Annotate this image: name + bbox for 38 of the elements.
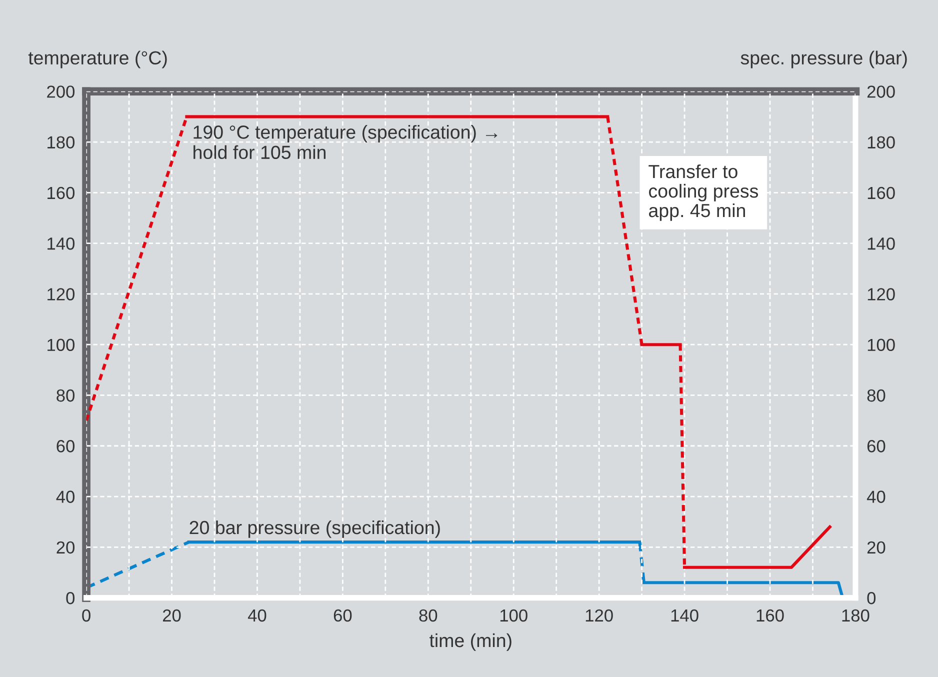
y2-axis-title: spec. pressure (bar) [740,50,907,68]
y2-tick-label: 60 [867,440,886,452]
y-tick-label: 180 [48,136,75,148]
x-tick-label: 100 [500,609,528,622]
y2-tick-label: 180 [868,136,895,148]
x-tick-label: 80 [419,609,438,622]
y2-tick-label: 20 [867,541,886,554]
y2-tick-label: 40 [866,490,886,503]
x-tick-label: 20 [162,609,181,622]
y-tick-label: 200 [47,86,75,98]
annotation: 20 bar pressure (specification) [190,520,440,538]
y2-tick-label: 140 [868,237,895,250]
y-axis-title: temperature (°C) [28,50,167,68]
x-tick-label: 140 [671,609,698,622]
y-tick-label: 120 [48,288,75,300]
x-axis-title: time (min) [429,633,512,651]
x-tick-label: 180 [842,609,870,622]
x-tick-label: 40 [248,609,266,622]
y-tick-label: 20 [56,541,75,554]
y2-tick-label: 80 [867,389,886,402]
y-tick-label: 40 [56,490,75,503]
annotation: 190 °C temperature (specification) → hold for 105 min [194,125,498,160]
y-tick-label: 140 [48,237,75,250]
y2-tick-label: 200 [867,86,895,98]
x-tick-label: 0 [82,609,90,622]
y-tick-label: 0 [66,592,75,604]
y-tick-label: 80 [56,389,75,402]
y-tick-label: 60 [56,440,75,452]
x-tick-label: 160 [756,609,784,622]
annotation: Transfer to cooling press app. 45 min [648,164,758,221]
y2-tick-label: 100 [868,338,895,352]
y2-tick-label: 120 [868,288,895,300]
y-tick-label: 160 [48,186,75,200]
y-tick-label: 100 [48,338,75,352]
x-tick-label: 60 [334,609,352,622]
y2-tick-label: 160 [868,186,895,200]
y2-tick-label: 0 [867,592,876,604]
x-tick-label: 120 [586,609,613,622]
